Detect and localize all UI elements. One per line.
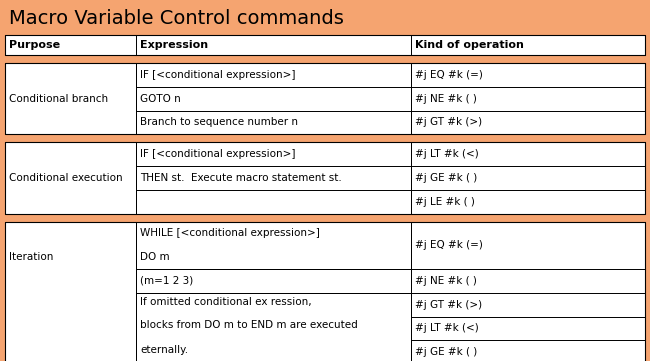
Bar [5,35,136,55]
Text: IF [<conditional expression>]: IF [<conditional expression>] [140,149,296,159]
Bar [411,166,645,190]
Text: Expression: Expression [140,40,208,50]
Bar [136,63,411,87]
Bar [411,269,645,293]
Bar [5,63,136,134]
Bar [411,190,645,213]
Bar [411,63,645,87]
Bar [136,166,411,190]
Text: If omitted conditional ex ression,: If omitted conditional ex ression, [140,297,312,307]
Text: #j LT #k (<): #j LT #k (<) [415,149,479,159]
Text: Kind of operation: Kind of operation [415,40,525,50]
Text: Conditional branch: Conditional branch [9,93,108,104]
Bar [136,142,411,166]
Bar [5,222,645,361]
Bar [5,222,136,361]
Text: #j GE #k ( ): #j GE #k ( ) [415,347,478,357]
Text: #j EQ #k (=): #j EQ #k (=) [415,70,483,80]
Bar [136,190,411,213]
Bar [5,63,645,134]
Bar [411,110,645,134]
Bar [411,340,645,361]
Bar [136,222,411,269]
Text: #j EQ #k (=): #j EQ #k (=) [415,240,483,250]
Text: (m=1 2 3): (m=1 2 3) [140,276,194,286]
Bar [5,142,136,213]
Text: WHILE [<conditional expression>]: WHILE [<conditional expression>] [140,229,320,238]
Bar [5,142,645,213]
Bar [136,269,411,293]
Bar [411,317,645,340]
Text: Conditional execution: Conditional execution [9,173,123,183]
Bar [411,35,645,55]
Text: Macro Variable Control commands: Macro Variable Control commands [9,9,344,28]
Bar [136,87,411,110]
Text: #j LT #k (<): #j LT #k (<) [415,323,479,333]
Bar [136,35,411,55]
Text: Purpose: Purpose [9,40,60,50]
Text: #j GE #k ( ): #j GE #k ( ) [415,173,478,183]
Text: #j GT #k (>): #j GT #k (>) [415,117,482,127]
Text: #j NE #k ( ): #j NE #k ( ) [415,276,477,286]
Bar [411,293,645,317]
Text: blocks from DO m to END m are executed: blocks from DO m to END m are executed [140,320,358,330]
Text: Iteration: Iteration [9,252,53,262]
Bar [5,35,645,55]
Text: Branch to sequence number n: Branch to sequence number n [140,117,298,127]
Bar [411,87,645,110]
Bar [411,222,645,269]
Text: IF [<conditional expression>]: IF [<conditional expression>] [140,70,296,80]
Text: GOTO n: GOTO n [140,93,181,104]
Bar [136,110,411,134]
Text: #j GT #k (>): #j GT #k (>) [415,300,482,310]
Bar [136,293,411,361]
Text: #j NE #k ( ): #j NE #k ( ) [415,93,477,104]
Text: THEN st.  Execute macro statement st.: THEN st. Execute macro statement st. [140,173,342,183]
Text: eternally.: eternally. [140,345,188,355]
Bar [411,142,645,166]
Text: DO m: DO m [140,252,170,262]
Text: #j LE #k ( ): #j LE #k ( ) [415,197,475,206]
